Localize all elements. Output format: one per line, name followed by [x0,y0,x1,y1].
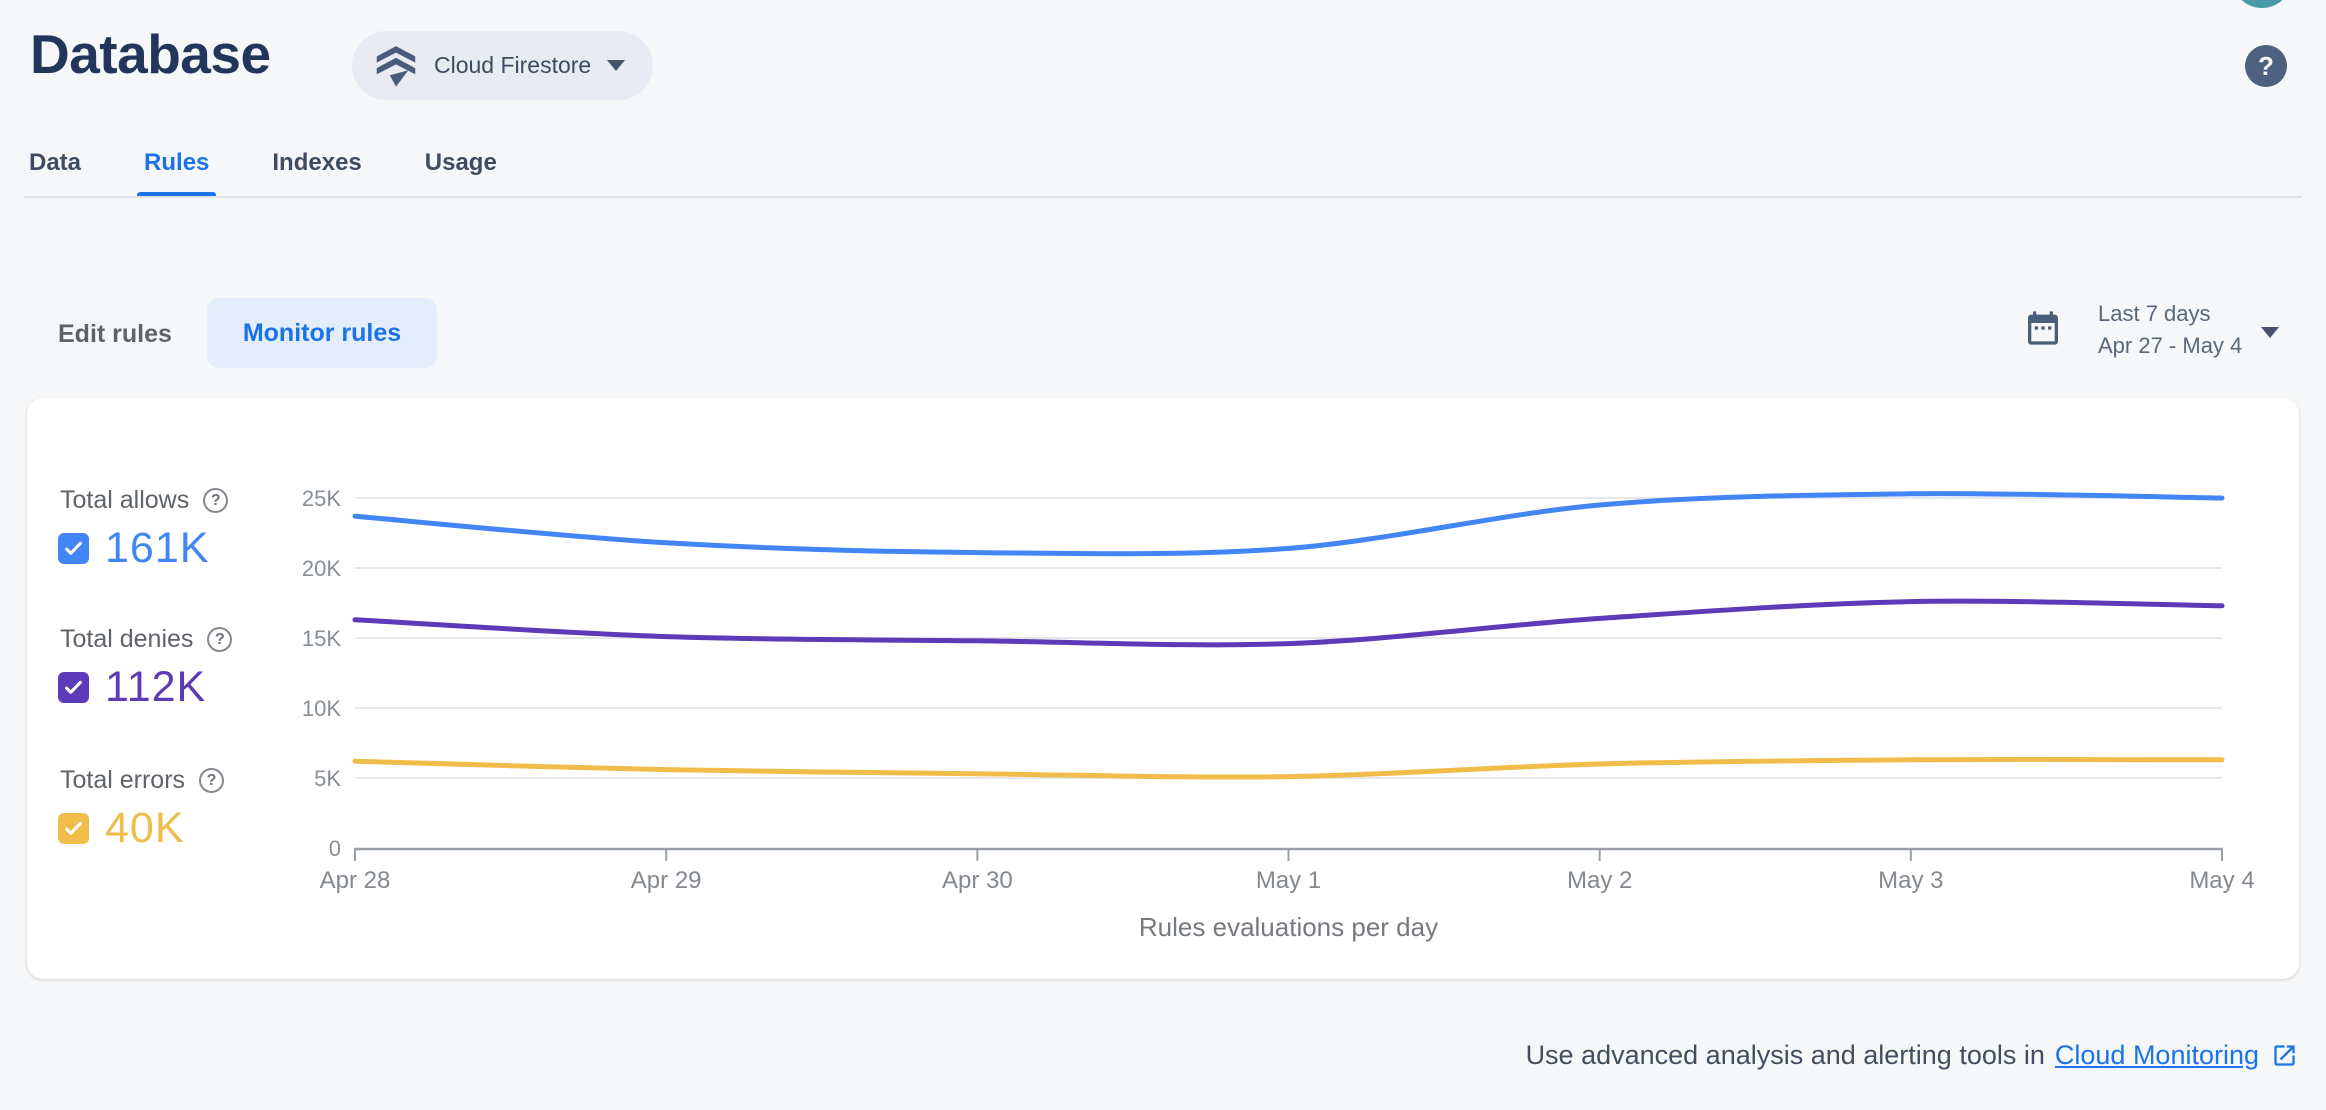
edit-rules-button[interactable]: Edit rules [58,320,172,348]
series-checkbox[interactable] [58,672,89,703]
svg-text:May 3: May 3 [1878,867,1943,894]
tab-usage[interactable]: Usage [424,149,497,176]
date-range-label: Last 7 days [2098,301,2211,326]
footer-text: Use advanced analysis and alerting tools… [1525,1040,2045,1070]
tab-bar: Data Rules Indexes Usage [29,140,497,197]
database-selector-chip[interactable]: Cloud Firestore [352,31,654,100]
tab-data[interactable]: Data [29,149,82,176]
tabs-divider [24,196,2302,198]
legend-item: Total errors ? 40K [58,766,348,853]
chevron-down-icon [2261,327,2279,338]
page-title: Database [30,23,271,85]
series-total: 112K [105,663,207,711]
chart-title: Rules evaluations per day [1138,912,1439,942]
svg-text:10K: 10K [302,696,341,721]
date-range-dates: Apr 27 - May 4 [2098,333,2243,358]
series-checkbox[interactable] [58,813,89,844]
svg-text:May 4: May 4 [2189,867,2254,894]
svg-text:15K: 15K [302,626,341,651]
svg-text:5K: 5K [314,766,341,791]
help-button[interactable]: ? [2245,45,2287,87]
help-icon[interactable]: ? [203,488,229,513]
rules-monitor-card: Total allows ? 161K Total denies ? 112K [27,398,2299,979]
series-total: 40K [105,804,185,852]
active-tab-indicator [137,192,217,197]
tab-indexes[interactable]: Indexes [272,149,362,176]
external-link-icon [2271,1042,2298,1069]
rules-evaluations-chart: 0 5K 10K 15K 20K 25K Apr 28 Apr 29 Apr 30 May 1 Ma… [302,486,2255,894]
series-checkbox[interactable] [58,533,89,564]
date-range-selector[interactable]: Last 7 days Apr 27 - May 4 [2023,296,2303,374]
calendar-icon [2023,308,2063,353]
series-name: Total allows [60,486,190,514]
cloud-monitoring-link[interactable]: Cloud Monitoring [2054,1040,2259,1070]
svg-text:25K: 25K [302,486,341,511]
database-selector-label: Cloud Firestore [434,52,592,78]
avatar[interactable] [2232,0,2292,8]
svg-text:20K: 20K [302,556,341,581]
help-icon[interactable]: ? [199,768,225,793]
firestore-icon [374,43,418,89]
tab-rules-label: Rules [144,149,210,176]
svg-text:0: 0 [329,836,341,861]
series-name: Total errors [60,766,186,794]
svg-text:Apr 29: Apr 29 [631,867,702,894]
legend-item: Total allows ? 161K [58,486,348,573]
footer-note: Use advanced analysis and alerting tools… [1526,1040,2298,1071]
svg-text:May 2: May 2 [1567,867,1632,894]
series-name: Total denies [60,625,194,653]
chevron-down-icon [607,60,626,71]
legend-item: Total denies ? 112K [58,625,348,712]
svg-text:May 1: May 1 [1256,867,1321,894]
series-total: 161K [105,524,210,572]
help-icon[interactable]: ? [207,627,233,652]
monitor-rules-button[interactable]: Monitor rules [207,298,437,368]
tab-rules[interactable]: Rules [137,140,217,197]
svg-text:Apr 28: Apr 28 [320,867,391,894]
svg-text:Apr 30: Apr 30 [942,867,1013,894]
